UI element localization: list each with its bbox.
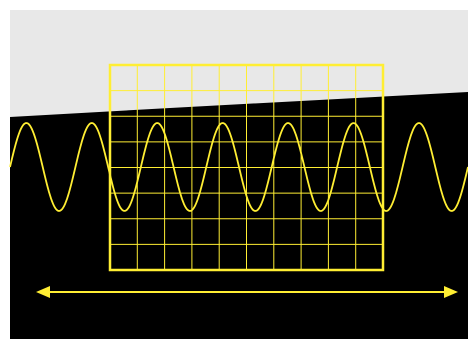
arrow-head-left (36, 286, 50, 298)
double-arrow-icon (36, 286, 458, 298)
sine-wave (9, 122, 468, 212)
arrow-head-right (444, 286, 458, 298)
